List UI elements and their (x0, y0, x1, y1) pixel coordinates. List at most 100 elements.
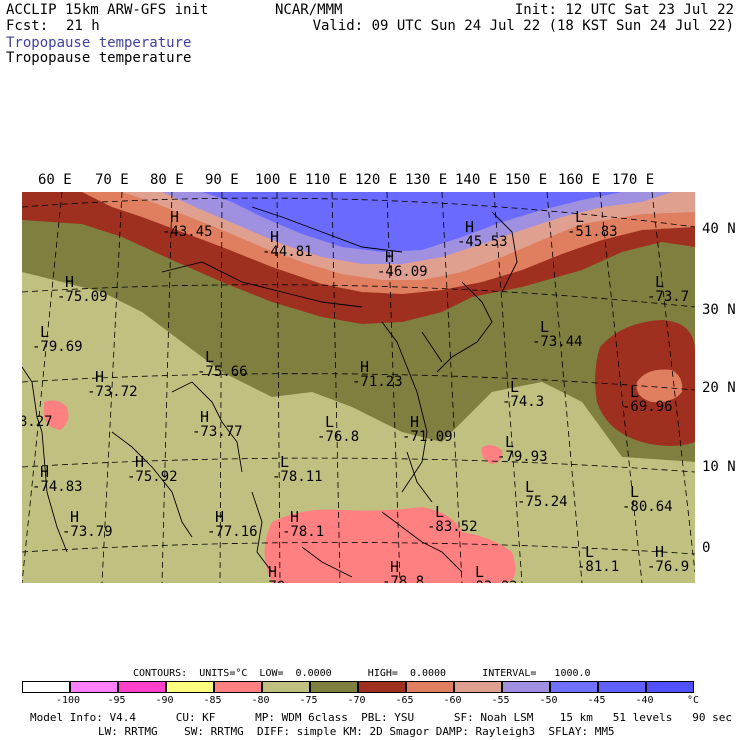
center-value: -81.1 (577, 559, 620, 575)
model-title: ACCLIP 15km ARW-GFS init (6, 2, 209, 18)
center-marker: L (540, 318, 550, 336)
center-marker: L (510, 378, 520, 396)
longitude-label: 100 E (255, 172, 298, 188)
center-value: -73.72 (87, 384, 138, 400)
center-marker: L (525, 478, 535, 496)
longitude-label: 120 E (355, 172, 398, 188)
shade-minus80-south (264, 507, 516, 583)
longitude-label: 170 E (612, 172, 655, 188)
center-value: -74.3 (502, 394, 545, 410)
center-marker: H (200, 408, 210, 426)
center-marker: L (655, 273, 665, 291)
center-marker: L (475, 563, 485, 581)
center-value: -71.23 (352, 374, 403, 390)
longitude-label: 60 E (38, 172, 72, 188)
center-marker: L (575, 208, 585, 226)
latitude-label: 40 N (702, 221, 736, 237)
center-marker: H (655, 543, 665, 561)
center-marker: H (65, 273, 75, 291)
coastlines (22, 206, 518, 578)
field-title-shaded: Tropopause temperature (6, 35, 192, 51)
center-value: -78.8 (382, 574, 425, 583)
color-swatch (598, 681, 646, 693)
color-scale-label: -70 (347, 695, 366, 706)
color-swatch (70, 681, 118, 693)
color-scale-label: °C (687, 695, 700, 706)
center-marker: H (215, 508, 225, 526)
color-swatch (22, 681, 70, 693)
center-marker: H (170, 208, 180, 226)
center-value: -83.82 (467, 579, 518, 583)
center-value: -79.69 (32, 339, 83, 355)
color-scale-label: -55 (491, 695, 510, 706)
color-scale-label: -90 (155, 695, 174, 706)
center-value: -71.09 (402, 429, 453, 445)
color-scale-label: -40 (635, 695, 654, 706)
longitude-label: 90 E (205, 172, 239, 188)
forecast-label: Fcst: (6, 18, 49, 34)
map-canvas (22, 192, 695, 583)
center-marker: H (70, 508, 80, 526)
center-value: -76.8 (317, 429, 360, 445)
color-scale-label: -45 (587, 695, 606, 706)
longitude-label: 110 E (305, 172, 348, 188)
color-scale-label: -95 (107, 695, 126, 706)
shade-minus45 (202, 192, 622, 252)
color-swatch (454, 681, 502, 693)
source-label: NCAR/MMM (275, 2, 343, 18)
center-marker: L (40, 323, 50, 341)
init-time: Init: 12 UTC Sat 23 Jul 22 (514, 2, 734, 18)
color-scale-label: -50 (539, 695, 558, 706)
forecast-hour: 21 h (66, 18, 100, 34)
latitude-label: 10 N (702, 459, 736, 475)
color-swatch (646, 681, 694, 693)
center-value: -83.52 (427, 519, 478, 535)
center-value: -77.16 (207, 524, 258, 540)
center-marker: L (585, 543, 595, 561)
color-scale-label: -100 (56, 695, 81, 706)
center-value: -78.11 (272, 469, 323, 485)
center-value: -73.44 (532, 334, 583, 350)
longitude-label: 80 E (150, 172, 184, 188)
center-marker: H (135, 453, 145, 471)
latitude-label: 20 N (702, 380, 736, 396)
color-scale-label: -85 (203, 695, 222, 706)
center-value: -79.93 (497, 449, 548, 465)
color-scale-label: -75 (299, 695, 318, 706)
center-marker: H (95, 368, 105, 386)
center-value: -75.92 (127, 469, 178, 485)
longitude-label: 140 E (455, 172, 498, 188)
color-swatch (502, 681, 550, 693)
center-marker: L (505, 433, 515, 451)
color-swatch (550, 681, 598, 693)
center-value: -73.77 (192, 424, 243, 440)
center-value: -73.7 (647, 289, 690, 305)
center-marker: H (410, 413, 420, 431)
center-value: -69.96 (622, 399, 673, 415)
shade-minus80-west (44, 400, 69, 430)
center-value: -51.83 (567, 224, 618, 240)
center-value: -75.66 (197, 364, 248, 380)
valid-time: Valid: 09 UTC Sun 24 Jul 22 (18 KST Sun … (312, 18, 734, 34)
color-scale-label: -65 (395, 695, 414, 706)
field-title-contour: Tropopause temperature (6, 50, 192, 66)
color-swatch (406, 681, 454, 693)
center-marker: L (205, 348, 215, 366)
shade-minus80-patch (481, 445, 503, 464)
color-scale-label: -60 (443, 695, 462, 706)
center-value: -75.24 (517, 494, 568, 510)
model-info-line2: LW: RRTMG SW: RRTMG DIFF: simple KM: 2D … (98, 725, 615, 738)
center-marker: L (630, 383, 640, 401)
center-marker: H (290, 508, 300, 526)
color-scale-label: -80 (251, 695, 270, 706)
center-value: -79 (260, 579, 285, 583)
center-marker: H (465, 218, 475, 236)
model-info-line1: Model Info: V4.4 CU: KF MP: WDM 6class P… (30, 711, 732, 724)
center-value: -80.64 (622, 499, 673, 515)
color-swatch (358, 681, 406, 693)
color-swatch (118, 681, 166, 693)
center-value: -75.09 (57, 289, 108, 305)
center-marker: H (390, 558, 400, 576)
latitude-label: 30 N (702, 302, 736, 318)
contour-info: CONTOURS: UNITS=°C LOW= 0.0000 HIGH= 0.0… (133, 668, 591, 679)
